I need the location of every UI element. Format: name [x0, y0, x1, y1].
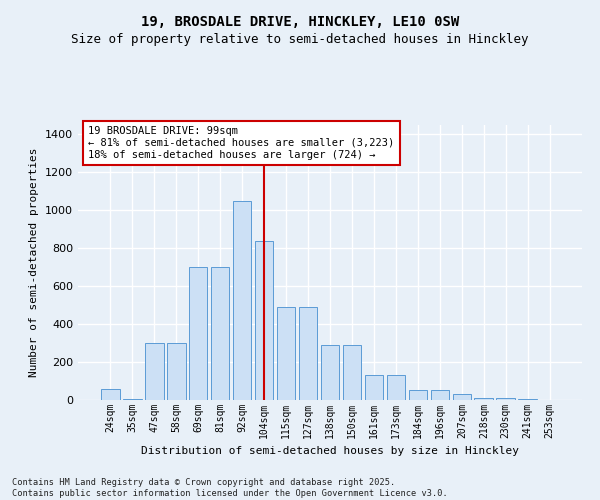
Text: Contains HM Land Registry data © Crown copyright and database right 2025.
Contai: Contains HM Land Registry data © Crown c…	[12, 478, 448, 498]
Bar	[365, 376, 383, 400]
Text: 19 BROSDALE DRIVE: 99sqm
← 81% of semi-detached houses are smaller (3,223)
18% o: 19 BROSDALE DRIVE: 99sqm ← 81% of semi-d…	[88, 126, 394, 160]
Bar	[277, 307, 295, 400]
Bar	[452, 394, 471, 400]
Bar	[101, 388, 119, 400]
Text: 19, BROSDALE DRIVE, HINCKLEY, LE10 0SW: 19, BROSDALE DRIVE, HINCKLEY, LE10 0SW	[141, 16, 459, 30]
Bar	[320, 345, 340, 400]
Bar	[233, 201, 251, 400]
Bar	[189, 267, 208, 400]
Bar	[211, 267, 229, 400]
Bar	[386, 376, 405, 400]
Bar	[299, 307, 317, 400]
Bar	[496, 398, 515, 400]
Bar	[167, 343, 185, 400]
X-axis label: Distribution of semi-detached houses by size in Hinckley: Distribution of semi-detached houses by …	[141, 446, 519, 456]
Y-axis label: Number of semi-detached properties: Number of semi-detached properties	[29, 148, 40, 377]
Bar	[123, 399, 142, 400]
Bar	[431, 390, 449, 400]
Bar	[343, 345, 361, 400]
Bar	[145, 343, 164, 400]
Bar	[409, 390, 427, 400]
Bar	[475, 398, 493, 400]
Bar	[518, 399, 537, 400]
Text: Size of property relative to semi-detached houses in Hinckley: Size of property relative to semi-detach…	[71, 34, 529, 46]
Bar	[255, 240, 274, 400]
